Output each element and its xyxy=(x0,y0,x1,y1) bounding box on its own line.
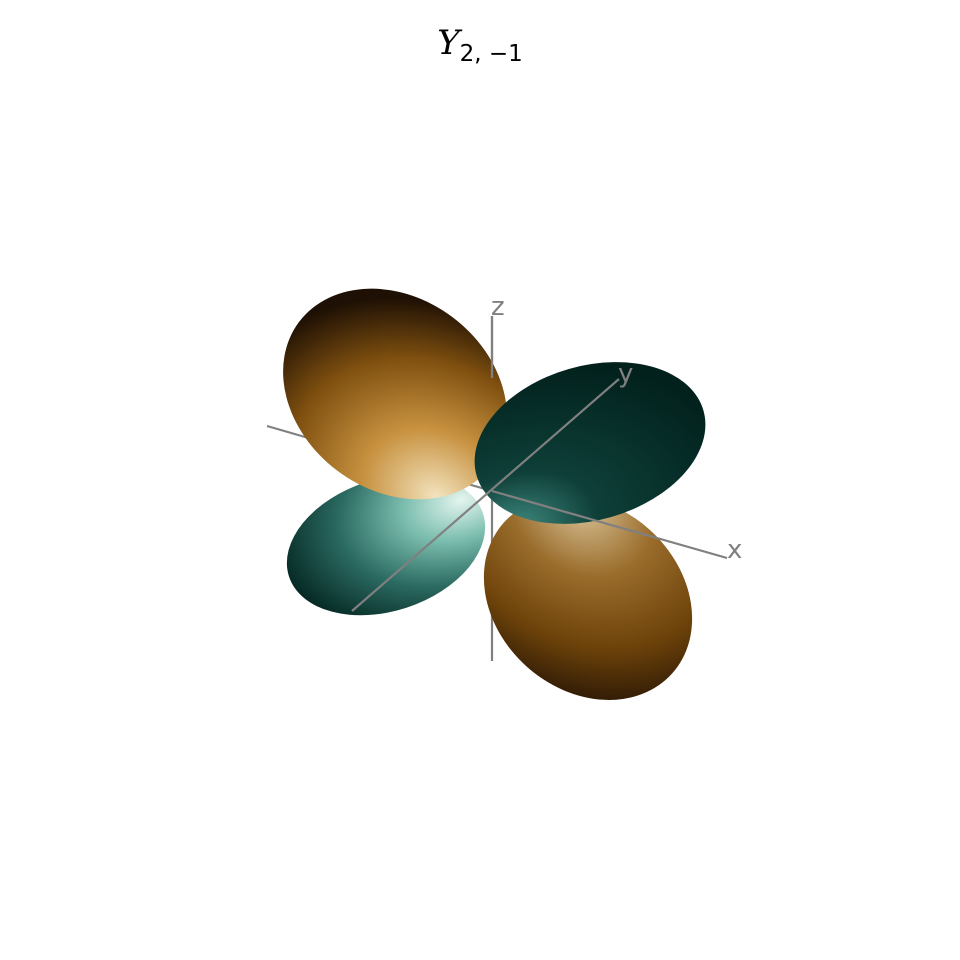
x-axis-front xyxy=(491,489,728,560)
positive-lobe-top-left xyxy=(283,288,507,500)
y-axis-line xyxy=(351,378,620,612)
title-symbol: Y xyxy=(437,23,460,63)
figure-title: Y2, −1 xyxy=(0,26,960,66)
z-axis-label: z xyxy=(491,292,505,322)
positive-lobe-bottom-right xyxy=(483,496,693,700)
negative-lobe-top-right xyxy=(474,362,706,524)
y-axis-label: y xyxy=(618,359,633,389)
negative-lobe-bottom-left xyxy=(286,474,486,616)
title-subscript: 2, −1 xyxy=(459,41,523,67)
x-axis-label: x xyxy=(727,535,742,565)
